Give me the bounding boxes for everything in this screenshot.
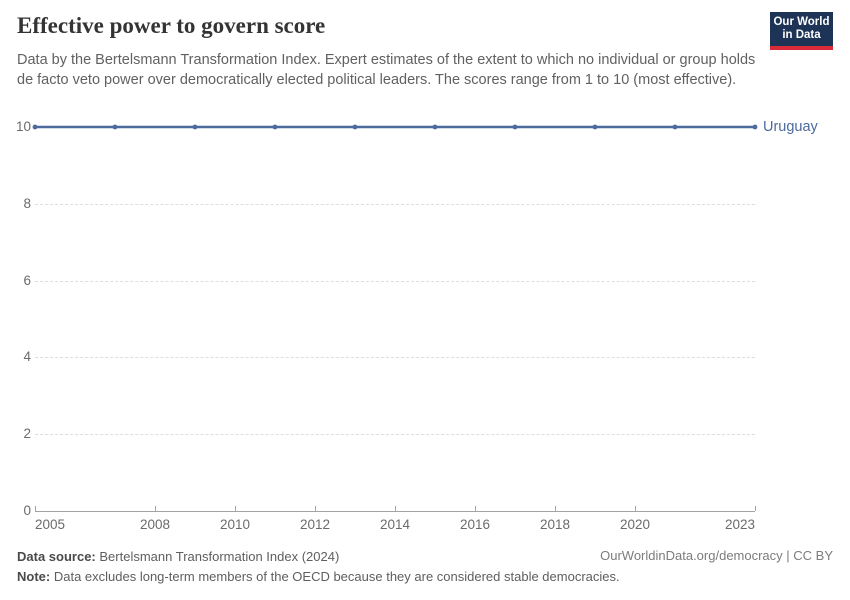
note-label: Note: [17,569,51,584]
data-source-line: Data source: Bertelsmann Transformation … [17,548,339,566]
x-axis-tick-label: 2023 [724,517,755,532]
data-point[interactable] [112,124,118,130]
y-gridline [35,357,755,359]
page-title: Effective power to govern score [17,13,326,38]
data-point[interactable] [592,124,598,130]
x-axis-tick-label: 2018 [539,517,571,532]
x-axis-tick [555,506,556,511]
x-axis-tick [755,506,756,511]
y-gridline [35,280,755,282]
x-axis-tick [315,506,316,511]
x-axis-tick-label: 2012 [299,517,331,532]
credit-link[interactable]: OurWorldinData.org/democracy | CC BY [600,548,833,563]
chart-subtitle: Data by the Bertelsmann Transformation I… [17,52,756,88]
x-axis-tick [155,506,156,511]
y-axis-tick-label: 4 [23,349,31,365]
x-axis-tick-label: 2014 [379,517,411,532]
data-point[interactable] [192,124,198,130]
data-point[interactable] [752,124,758,130]
x-axis-tick-label: 2010 [219,517,251,532]
x-axis-tick-label: 2016 [459,517,491,532]
data-source-text: Bertelsmann Transformation Index (2024) [99,549,340,564]
data-point[interactable] [272,124,278,130]
owid-logo-text: Our World in Data [773,15,830,42]
x-axis-tick [475,506,476,511]
x-axis-tick [35,506,36,511]
y-axis-tick-label: 10 [15,119,31,134]
x-axis-tick-label: 2008 [139,517,171,532]
note-text: Data excludes long-term members of the O… [53,569,620,584]
note-line: Note: Data excludes long-term members of… [17,568,620,586]
entity-label-uruguay[interactable]: Uruguay [763,119,818,135]
x-axis-tick-label: 2020 [619,517,651,532]
y-axis-tick-label: 0 [23,503,31,518]
data-source-label: Data source: [17,549,96,564]
y-gridline [35,203,755,205]
data-point[interactable] [672,124,678,130]
data-point[interactable] [352,124,358,130]
y-gridline [35,434,755,436]
y-axis-tick-label: 2 [23,426,31,442]
x-axis-tick-label: 2005 [35,517,66,532]
owid-logo[interactable]: Our World in Data [770,12,833,50]
x-axis-tick [395,506,396,511]
y-axis-tick-label: 6 [23,272,31,288]
x-axis-line [35,511,755,512]
data-point[interactable] [512,124,518,130]
data-point[interactable] [432,124,438,130]
x-axis-tick [635,506,636,511]
y-axis-tick-label: 8 [23,195,31,211]
x-axis-tick [235,506,236,511]
data-point[interactable] [32,124,38,130]
